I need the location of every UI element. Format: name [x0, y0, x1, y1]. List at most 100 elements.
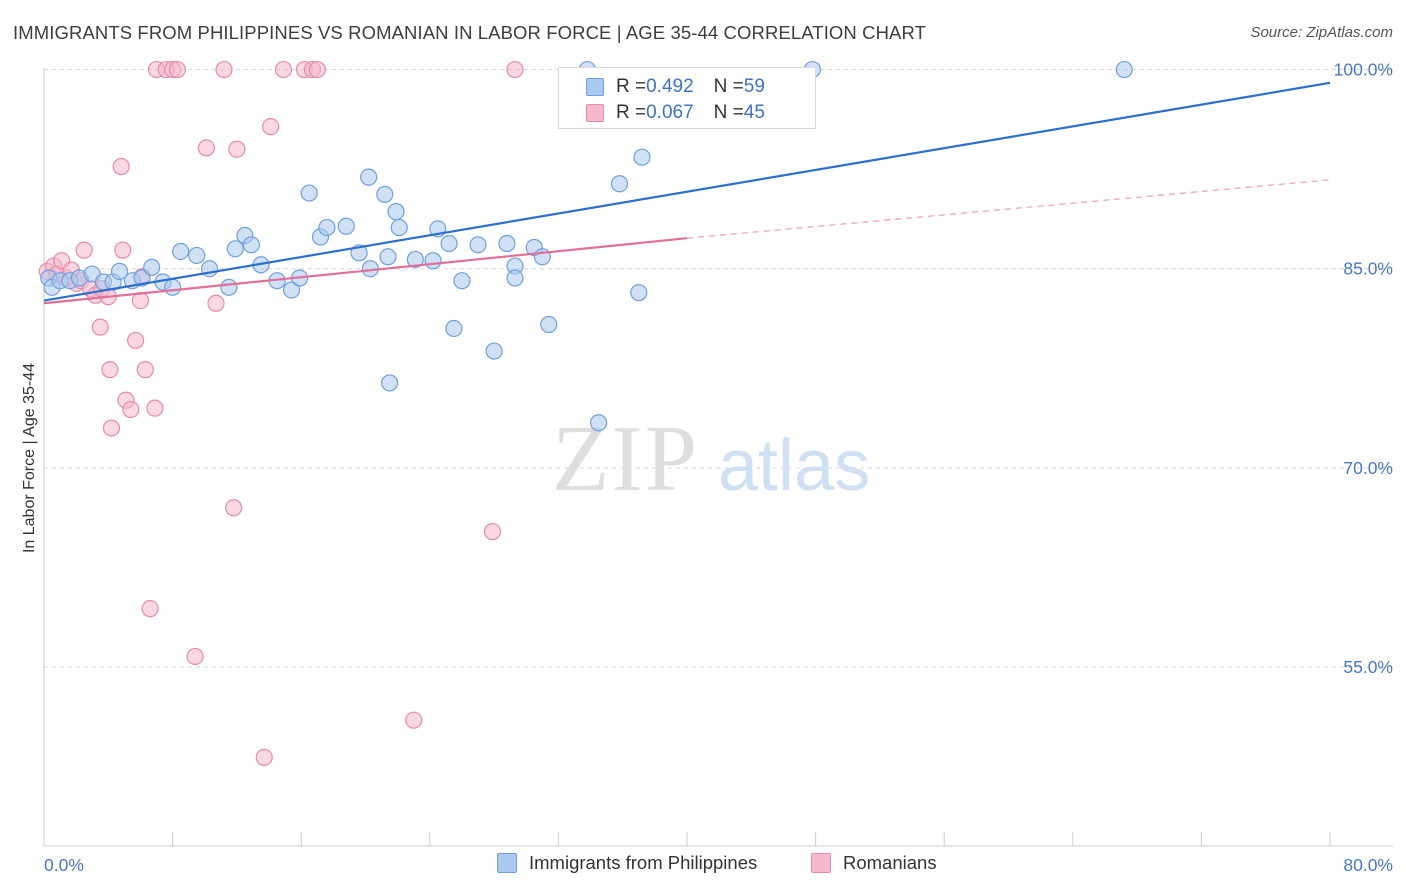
- watermark-atlas: atlas: [718, 426, 870, 506]
- philippines-point: [589, 414, 608, 432]
- romanian-point: [255, 748, 273, 766]
- philippines-point: [498, 234, 516, 253]
- series-legend-label: Immigrants from Philippines: [529, 852, 758, 873]
- romanian-point: [112, 157, 130, 176]
- philippines-point: [379, 248, 397, 266]
- legend-r-value: 0.492: [646, 76, 694, 97]
- legend-row-philippines: R = 0.492 N = 59: [559, 74, 765, 100]
- philippines-point: [376, 185, 394, 203]
- philippines-point: [406, 250, 424, 269]
- legend-swatch-philippines: [586, 78, 604, 96]
- legend-r-label: R =: [616, 76, 647, 97]
- y-tick-label: 55.0%: [1343, 657, 1393, 677]
- philippines-point: [506, 269, 524, 287]
- philippines-point: [143, 258, 161, 277]
- romanian-point: [207, 294, 225, 312]
- series-legend-label: Romanians: [843, 852, 937, 873]
- legend-swatch-romanians: [586, 104, 604, 122]
- romanian-trend-line: [43, 237, 688, 305]
- philippines-point: [445, 319, 463, 338]
- philippines-point: [1115, 60, 1133, 79]
- philippines-point: [337, 217, 355, 235]
- philippines-point: [440, 234, 458, 253]
- romanian-point: [146, 399, 164, 417]
- y-tick-label: 85.0%: [1343, 259, 1393, 279]
- x-tick-label: 80.0%: [1343, 855, 1393, 875]
- axes: [43, 68, 1393, 847]
- romanian-point: [228, 140, 246, 158]
- philippines-point: [610, 175, 629, 193]
- romanian-point: [274, 60, 293, 79]
- romanian-point: [114, 241, 132, 259]
- philippines-point: [390, 218, 408, 237]
- gridlines: [44, 69, 1393, 668]
- romanian-point: [168, 60, 187, 79]
- romanian-point: [197, 139, 215, 157]
- source-label: Source: ZipAtlas.com: [1250, 24, 1393, 41]
- philippines-point: [387, 203, 405, 221]
- y-tick-label: 70.0%: [1343, 458, 1393, 478]
- y-tick-label: 100.0%: [1334, 60, 1393, 80]
- romanian-point: [225, 499, 243, 517]
- philippines-point: [110, 262, 129, 280]
- romanian-trend-extension: [686, 179, 1331, 239]
- romanian-point: [483, 523, 502, 541]
- romanian-point: [215, 60, 233, 79]
- legend-n-label: N =: [713, 76, 744, 97]
- philippines-point: [220, 278, 238, 296]
- series-legend-philippines[interactable]: Immigrants from Philippines: [497, 852, 757, 874]
- romanian-point: [101, 361, 119, 379]
- philippines-point: [282, 281, 301, 299]
- romanian-point: [102, 419, 121, 437]
- romanian-point: [308, 60, 326, 79]
- romanian-point: [186, 647, 204, 666]
- philippines-point: [469, 236, 487, 254]
- philippines-point: [188, 246, 206, 265]
- philippines-points: [40, 60, 1133, 432]
- romanian-point: [506, 60, 524, 79]
- philippines-point: [164, 278, 182, 296]
- legend-r-label: R =: [616, 102, 647, 123]
- philippines-point: [485, 342, 503, 360]
- philippines-point: [318, 218, 336, 237]
- philippines-point: [300, 184, 318, 202]
- legend-row-romanians: R = 0.067 N = 45: [559, 100, 765, 126]
- series-swatch-philippines: [497, 853, 517, 873]
- philippines-point: [226, 240, 244, 258]
- philippines-point: [633, 148, 651, 166]
- legend-n-label: N =: [713, 102, 744, 123]
- romanian-point: [91, 318, 109, 336]
- legend-n-value: 59: [743, 76, 765, 97]
- philippines-point: [381, 374, 399, 392]
- trend-lines: [43, 81, 1331, 305]
- romanian-point: [405, 711, 423, 729]
- philippines-point: [453, 272, 471, 290]
- series-swatch-romanians: [811, 853, 831, 873]
- philippines-point: [630, 284, 648, 302]
- philippines-point: [172, 242, 190, 261]
- romanians-points: [38, 60, 524, 766]
- philippines-point: [242, 236, 260, 254]
- watermark: ZIP atlas: [552, 407, 870, 511]
- y-axis-title: In Labor Force | Age 35-44: [21, 363, 38, 553]
- romanian-point: [127, 331, 145, 350]
- romanian-point: [262, 118, 280, 136]
- tick-labels: 100.0% 85.0% 70.0% 55.0% 0.0% 80.0%: [44, 60, 1393, 875]
- legend-r-value: 0.067: [646, 102, 694, 123]
- watermark-zip: ZIP: [552, 407, 699, 511]
- philippines-point: [424, 252, 442, 270]
- series-legend: Immigrants from Philippines Romanians: [0, 852, 1406, 878]
- philippines-point: [360, 168, 378, 186]
- romanian-point: [141, 600, 159, 618]
- chart-title: IMMIGRANTS FROM PHILIPPINES VS ROMANIAN …: [13, 22, 927, 43]
- philippines-point: [540, 315, 558, 334]
- romanian-point: [75, 241, 93, 259]
- legend-n-value: 45: [743, 102, 765, 123]
- romanian-point: [122, 400, 140, 419]
- philippines-trend-line: [43, 81, 1331, 302]
- x-tick-label: 0.0%: [44, 855, 84, 875]
- stats-legend: R = 0.492 N = 59 R = 0.067 N = 45: [558, 67, 816, 129]
- series-legend-romanians[interactable]: Romanians: [811, 852, 937, 874]
